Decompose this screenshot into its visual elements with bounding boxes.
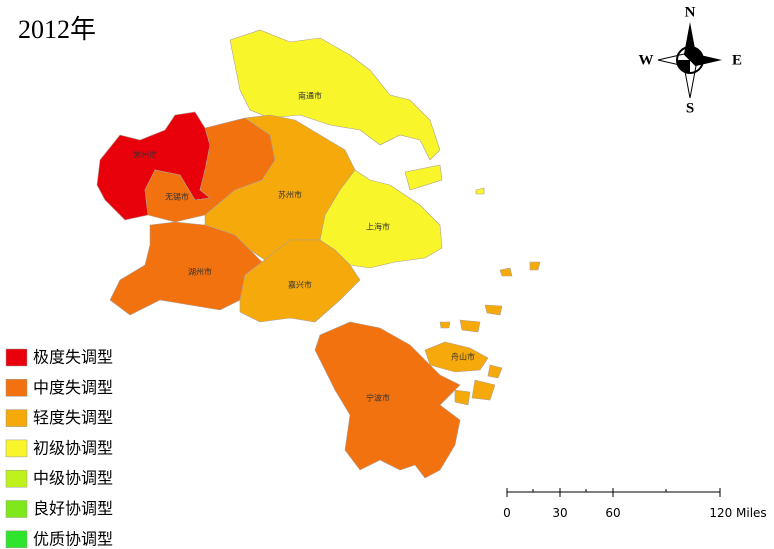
region <box>319 169 443 269</box>
scale-label: 60 <box>605 506 620 520</box>
legend-label: 极度失调型 <box>33 348 113 367</box>
legend-swatch <box>5 530 28 549</box>
region-label: 苏州市 <box>278 190 302 200</box>
legend-label: 初级协调型 <box>33 438 113 457</box>
title: 2012年 <box>18 15 96 44</box>
region <box>424 261 541 406</box>
scale-label: 0 <box>503 506 511 520</box>
region <box>239 239 361 323</box>
regions <box>96 29 541 479</box>
compass-center <box>677 47 703 73</box>
region-label: 常州市 <box>133 150 157 160</box>
legend-swatch <box>5 409 28 427</box>
region-labels: 南通市 常州市 无锡市 苏州市 上海市 湖州市 嘉兴市 宁波市 舟山市 <box>133 91 475 403</box>
region-label: 无锡市 <box>165 192 189 202</box>
compass-e: E <box>732 52 742 68</box>
region-label: 上海市 <box>366 222 390 232</box>
compass-s: S <box>686 100 694 116</box>
legend-label: 优质协调型 <box>33 529 113 548</box>
scale-bar: 0 30 60 120 Miles <box>503 488 767 520</box>
legend-swatch <box>5 439 28 458</box>
region-label: 湖州市 <box>188 267 212 277</box>
region-label: 舟山市 <box>451 352 475 362</box>
legend-swatch <box>5 348 28 367</box>
legend-swatch <box>5 500 28 518</box>
region <box>229 29 485 195</box>
legend-swatch <box>5 469 28 488</box>
region-label: 宁波市 <box>366 393 390 403</box>
legend-label: 中度失调型 <box>33 378 113 397</box>
region <box>109 221 263 316</box>
legend-swatch <box>5 379 28 397</box>
compass-w: W <box>639 52 654 68</box>
region-label: 南通市 <box>298 91 322 101</box>
region <box>314 321 461 479</box>
legend-label: 良好协调型 <box>33 499 113 518</box>
scale-label: 120 Miles <box>709 506 766 520</box>
legend-label: 轻度失调型 <box>33 408 113 427</box>
compass-n: N <box>685 4 696 20</box>
region-label: 嘉兴市 <box>288 280 312 290</box>
scale-label: 30 <box>552 506 567 520</box>
compass: N S E W <box>639 4 743 116</box>
legend-label: 中级协调型 <box>33 469 113 488</box>
